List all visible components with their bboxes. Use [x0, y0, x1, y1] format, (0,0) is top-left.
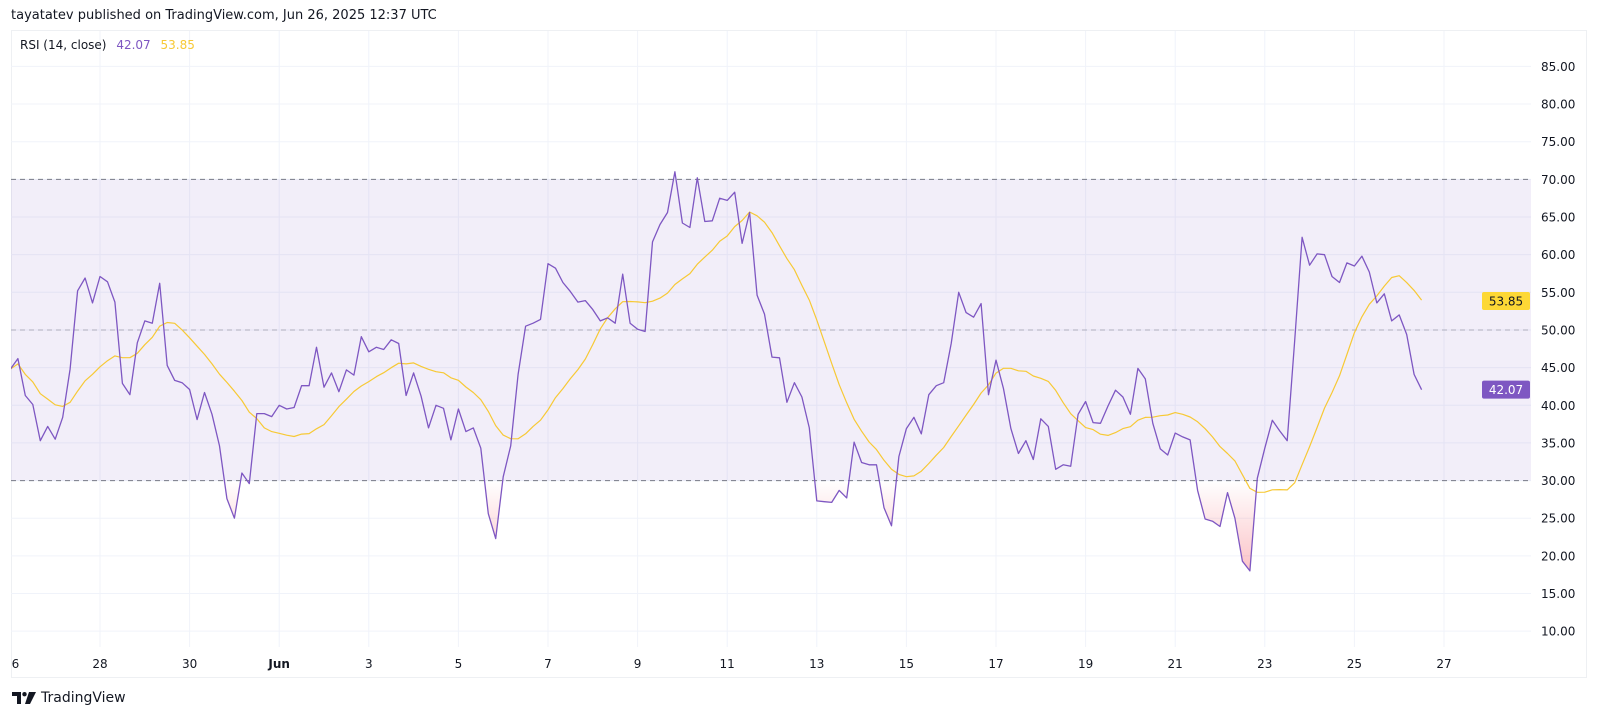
publisher-caption: tayatatev published on TradingView.com, …	[11, 8, 437, 23]
x-tick-label: 25	[1347, 657, 1362, 671]
x-tick-label: 15	[899, 657, 914, 671]
x-tick-label: 23	[1257, 657, 1272, 671]
y-tick-label: 10.00	[1541, 625, 1575, 639]
ma-last-value-badge-bg	[1482, 291, 1530, 310]
rsi-last-value-badge-bg	[1482, 380, 1530, 399]
y-tick-label: 50.00	[1541, 323, 1575, 337]
x-tick-label: 28	[92, 657, 107, 671]
x-tick-label: 19	[1078, 657, 1093, 671]
tradingview-logo[interactable]: TradingView	[12, 690, 126, 706]
y-tick-label: 70.00	[1541, 173, 1575, 187]
last-value-badges: 53.85 42.07	[1482, 291, 1530, 399]
x-tick-label: 30	[182, 657, 197, 671]
x-tick-label: 5	[455, 657, 463, 671]
indicator-legend[interactable]: RSI (14, close) 42.07 53.85	[20, 38, 195, 52]
series-lines	[11, 171, 1423, 572]
x-tick-label: 21	[1168, 657, 1183, 671]
y-tick-label: 65.00	[1541, 211, 1575, 225]
ma-last-value-badge: 53.85	[1489, 294, 1523, 308]
y-tick-label: 55.00	[1541, 286, 1575, 300]
x-tick-label: 9	[634, 657, 642, 671]
rsi-ma-line	[11, 211, 1423, 493]
y-tick-label: 20.00	[1541, 549, 1575, 563]
y-tick-label: 30.00	[1541, 474, 1575, 488]
x-tick-label: 13	[809, 657, 824, 671]
y-tick-label: 15.00	[1541, 587, 1575, 601]
rsi-value: 42.07	[116, 38, 151, 52]
y-tick-label: 40.00	[1541, 399, 1575, 413]
y-tick-label: 75.00	[1541, 135, 1575, 149]
y-tick-label: 45.00	[1541, 361, 1575, 375]
x-tick-label: Jun	[267, 657, 290, 671]
indicator-name[interactable]: RSI (14, close)	[20, 38, 107, 52]
time-axis[interactable]: 26 28 30 Jun 3 5 7 9 11 13 15 17 19 21 23 25 27	[4, 657, 1452, 671]
y-tick-label: 80.00	[1541, 98, 1575, 112]
level-band	[11, 178, 1531, 482]
chart-pane-frame	[11, 30, 1587, 678]
x-tick-label: 11	[720, 657, 735, 671]
x-tick-label: 7	[544, 657, 552, 671]
tradingview-logo-text: TradingView	[41, 690, 126, 706]
x-tick-label: 26	[4, 657, 19, 671]
ma-value: 53.85	[160, 38, 195, 52]
y-tick-label: 85.00	[1541, 60, 1575, 74]
rsi-last-value-badge: 42.07	[1489, 383, 1523, 397]
x-tick-label: 3	[365, 657, 373, 671]
price-axis[interactable]: 10.00 15.00 20.00 25.00 30.00 35.00 40.00 45.00…	[1541, 60, 1575, 639]
x-tick-label: 17	[988, 657, 1003, 671]
y-tick-label: 60.00	[1541, 248, 1575, 262]
rsi-line	[11, 171, 1423, 572]
y-tick-label: 25.00	[1541, 512, 1575, 526]
x-tick-label: 27	[1436, 657, 1451, 671]
tradingview-logo-icon	[12, 692, 36, 704]
y-tick-label: 35.00	[1541, 436, 1575, 450]
